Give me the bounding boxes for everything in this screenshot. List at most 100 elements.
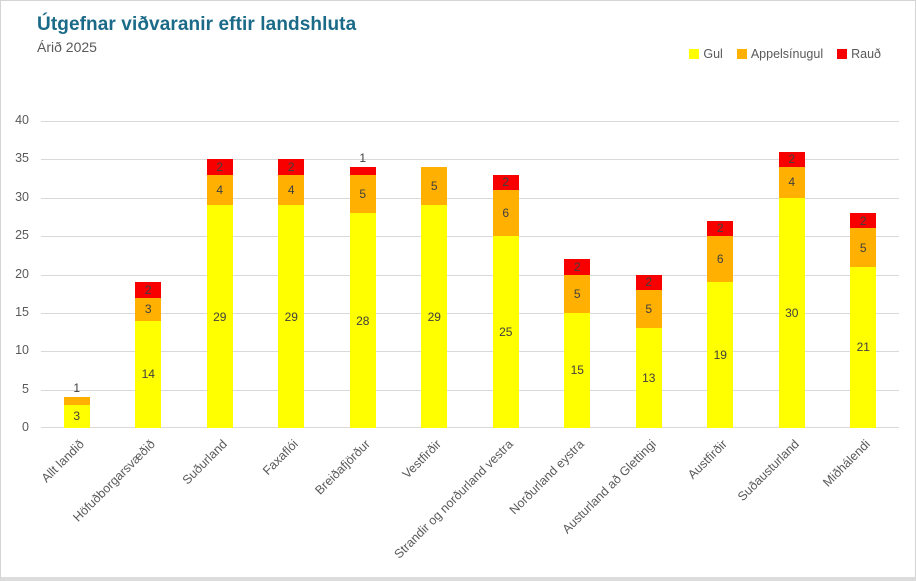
bar-slot: 29 4 2 Suðurland	[179, 121, 256, 487]
bar-slot: 15 5 2 Norðurland eystra	[507, 121, 614, 517]
bar-segment-appelsínugul: 5	[349, 174, 376, 214]
chart-title: Útgefnar viðvaranir eftir landshluta	[37, 14, 357, 35]
bar-segment-rauð: 2	[850, 213, 877, 229]
bar: 14 3 2	[135, 282, 162, 428]
x-axis-label: Suðausturland	[734, 437, 802, 504]
bar-segment-appelsínugul: 5	[850, 228, 877, 267]
bar-segment-appelsínugul: 5	[421, 167, 448, 206]
legend-swatch	[837, 49, 848, 59]
bar: 29 4 2	[278, 159, 305, 428]
legend-item: Rauð	[837, 47, 881, 61]
bar-segment-gul: 13	[635, 328, 662, 428]
y-axis-tick-label: 10	[15, 343, 29, 358]
plot-area: 0 5 10 15 20 25 30 35 40 3 1 Allt landið 14 3 2 Höfuðbo…	[15, 113, 900, 561]
chart-subtitle: Árið 2025	[37, 39, 97, 55]
x-axis-label: Austurland að Glettingi	[559, 437, 659, 537]
x-axis-label: Suðurland	[179, 437, 230, 488]
legend-label: Appelsínugul	[750, 47, 824, 61]
x-axis-label: Miðhálendi	[820, 437, 874, 490]
x-axis-label: Strandir og norðurland vestra	[391, 437, 516, 562]
bar-segment-rauð	[349, 167, 376, 175]
y-axis-tick-label: 0	[22, 420, 29, 434]
legend-item: Appelsínugul	[736, 47, 824, 61]
bar-segment-gul: 15	[564, 312, 591, 428]
bar-slot: 19 6 2 Austfirðir	[685, 121, 757, 482]
bar-segment-appelsínugul: 5	[564, 274, 591, 313]
y-axis-tick-label: 15	[15, 304, 29, 319]
bar: 28 5	[349, 167, 376, 428]
bar-segment-gul: 29	[421, 205, 448, 428]
bar-slot: 30 4 2 Suðausturland	[735, 121, 828, 504]
bar-segment-gul: 14	[135, 320, 162, 428]
bar: 3	[63, 397, 90, 428]
x-axis-label: Höfuðborgarsvæðið	[70, 437, 159, 525]
y-axis-tick-label: 40	[15, 113, 29, 127]
bar: 21 5 2	[850, 213, 877, 428]
legend-label: Gul	[703, 47, 723, 61]
bar-segment-appelsínugul: 6	[492, 190, 519, 237]
bar: 29 5	[421, 167, 448, 428]
bar: 25 6 2	[492, 174, 519, 428]
bar-segment-rauð: 2	[635, 274, 662, 290]
bar: 15 5 2	[564, 259, 591, 428]
gridline	[41, 236, 899, 238]
y-axis-tick-label: 20	[15, 266, 29, 281]
bar-slot: 3 1 Allt landið	[38, 121, 113, 485]
bar-segment-gul: 21	[850, 266, 877, 428]
bar-segment-gul: 19	[707, 282, 734, 428]
bar-segment-gul: 29	[278, 205, 305, 428]
y-axis-tick-label: 30	[15, 189, 29, 204]
bar-segment-appelsínugul	[63, 397, 90, 405]
gridline	[41, 312, 899, 314]
bar-segment-gul: 25	[492, 236, 519, 428]
bar-segment-gul: 3	[63, 404, 90, 428]
bar-segment-rauð: 2	[135, 282, 162, 298]
gridline	[41, 274, 899, 276]
bar-segment-appelsínugul: 4	[778, 167, 805, 198]
gridline	[41, 427, 899, 428]
y-axis-tick-label: 35	[15, 151, 29, 166]
bar: 13 5 2	[635, 274, 662, 428]
bar-segment-rauð: 2	[206, 159, 233, 175]
value-label-above-bar: 1	[359, 151, 367, 166]
bar: 29 4 2	[206, 159, 233, 428]
bar-segment-appelsínugul: 6	[707, 236, 734, 283]
legend-label: Rauð	[851, 47, 881, 61]
bars-container: 3 1 Allt landið 14 3 2 Höfuðborgarsvæðið 29 4 2 Su…	[38, 121, 900, 561]
gridline	[41, 351, 899, 353]
bar-slot: 29 5 Vestfirðir	[399, 121, 471, 481]
legend-item: Gul	[689, 47, 723, 61]
bar-slot: 14 3 2 Höfuðborgarsvæðið	[71, 121, 185, 525]
bar-segment-rauð: 2	[778, 151, 805, 168]
bar-segment-appelsínugul: 4	[278, 174, 305, 206]
bar-slot: 21 5 2 Miðhálendi	[820, 121, 900, 490]
bar-slot: 13 5 2 Austurland að Glettingi	[559, 121, 685, 536]
bar-segment-appelsínugul: 5	[635, 289, 662, 329]
gridline	[41, 389, 899, 391]
x-axis-label: Breiðafjörður	[312, 437, 373, 498]
bar: 30 4 2	[778, 151, 805, 428]
gridline	[41, 197, 899, 199]
y-axis-tick-label: 25	[15, 228, 29, 243]
bar-segment-rauð: 2	[278, 159, 305, 175]
chart-header: Útgefnar viðvaranir eftir landshluta Ári…	[37, 14, 356, 55]
bar-segment-appelsínugul: 3	[135, 297, 162, 321]
bar-segment-rauð: 2	[492, 174, 519, 191]
bar-segment-gul: 30	[778, 197, 805, 428]
bar-segment-gul: 28	[349, 213, 376, 428]
x-axis-label: Vestfirðir	[399, 437, 445, 482]
x-axis-label: Faxaflói	[260, 437, 302, 478]
x-axis-label: Norðurland eystra	[506, 437, 588, 518]
bar-slot: 25 6 2 Strandir og norðurland vestra	[391, 121, 542, 561]
bar-segment-gul: 29	[206, 205, 233, 428]
bar-segment-rauð: 2	[707, 220, 734, 237]
bar-segment-appelsínugul: 4	[206, 174, 233, 206]
bar-segment-rauð: 2	[564, 259, 591, 275]
bar-slot: 29 4 2 Faxaflói	[256, 121, 328, 478]
bar: 19 6 2	[707, 220, 734, 428]
y-axis-tick-label: 5	[22, 381, 29, 396]
gridline	[41, 159, 899, 161]
gridline	[41, 121, 899, 122]
value-label-above-bar: 1	[73, 381, 81, 396]
